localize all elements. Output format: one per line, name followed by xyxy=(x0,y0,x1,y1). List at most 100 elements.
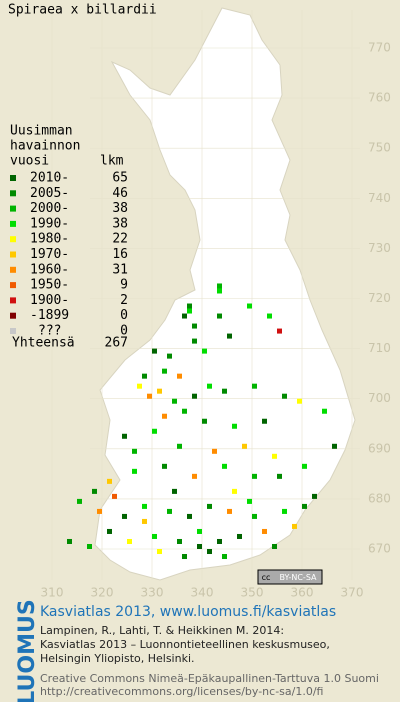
occurrence-square xyxy=(267,313,272,319)
occurrence-square xyxy=(152,428,157,434)
occurrence-square xyxy=(252,473,257,479)
occurrence-square xyxy=(277,328,282,334)
occurrence-square xyxy=(157,388,162,394)
legend-count: 46 xyxy=(112,186,128,201)
legend-label: -1899 xyxy=(30,308,69,323)
occurrence-square xyxy=(247,303,252,309)
occurrence-square xyxy=(187,303,192,309)
occurrence-square xyxy=(187,308,192,314)
occurrence-square xyxy=(157,549,162,555)
x-tick-label: 350 xyxy=(241,586,264,600)
occurrence-square xyxy=(207,503,212,509)
occurrence-square xyxy=(202,348,207,354)
badge-cc: cc xyxy=(262,573,271,582)
occurrence-square xyxy=(252,383,257,389)
occurrence-square xyxy=(67,538,72,544)
occurrence-square xyxy=(237,533,242,539)
legend-header: vuosi xyxy=(10,154,49,169)
legend-label: 1970- xyxy=(30,247,69,262)
x-tick-label: 370 xyxy=(341,586,364,600)
occurrence-square xyxy=(277,473,282,479)
occurrence-square xyxy=(182,554,187,560)
legend-label: 1960- xyxy=(30,262,69,277)
map-title: Spiraea x billardii xyxy=(8,3,157,18)
occurrence-square xyxy=(187,513,192,519)
legend-label: ??? xyxy=(38,324,61,339)
occurrence-square xyxy=(297,398,302,404)
occurrence-square xyxy=(107,528,112,534)
legend-count: 0 xyxy=(120,324,128,339)
occurrence-square xyxy=(172,398,177,404)
occurrence-square xyxy=(177,443,182,449)
occurrence-square xyxy=(302,503,307,509)
legend-count-header: lkm xyxy=(100,154,124,169)
occurrence-square xyxy=(152,348,157,354)
legend-swatch xyxy=(10,297,16,304)
occurrence-square xyxy=(227,333,232,339)
occurrence-square xyxy=(262,528,267,534)
grid xyxy=(51,10,360,580)
legend-label: 1990- xyxy=(30,216,69,231)
legend-label: 1900- xyxy=(30,293,69,308)
y-tick-label: 710 xyxy=(368,341,391,355)
y-tick-label: 760 xyxy=(368,91,391,105)
legend-total-label: Yhteensä xyxy=(12,336,75,351)
occurrence-square xyxy=(87,543,92,549)
badge-text: BY-NC-SA xyxy=(279,573,317,582)
legend-label: 2005- xyxy=(30,186,69,201)
occurrence-square xyxy=(182,313,187,319)
y-tick-label: 740 xyxy=(368,191,391,205)
occurrence-square xyxy=(197,528,202,534)
legend-label: 2000- xyxy=(30,201,69,216)
occurrence-square xyxy=(232,423,237,429)
occurrence-square xyxy=(162,368,167,374)
occurrence-square xyxy=(232,488,237,494)
legend-swatch xyxy=(10,312,16,319)
legend-total: 267 xyxy=(105,336,128,351)
occurrence-square xyxy=(247,498,252,504)
occurrence-square xyxy=(177,373,182,379)
occurrence-square xyxy=(132,468,137,474)
y-tick-label: 720 xyxy=(368,291,391,305)
legend-count: 16 xyxy=(112,247,128,262)
legend: Uusimman havainnon vuosi lkm Yhteensä 26… xyxy=(10,124,128,351)
citation-line: Helsingin Yliopisto, Helsinki. xyxy=(40,652,195,665)
occurrence-square xyxy=(192,338,197,344)
occurrence-square xyxy=(132,448,137,454)
occurrence-square xyxy=(282,508,287,514)
occurrence-square xyxy=(222,463,227,469)
y-tick-label: 680 xyxy=(368,491,391,505)
occurrence-square xyxy=(207,383,212,389)
legend-header: Uusimman xyxy=(10,124,73,139)
occurrence-square xyxy=(212,448,217,454)
occurrence-square xyxy=(227,508,232,514)
legend-swatch xyxy=(10,220,16,227)
y-tick-label: 670 xyxy=(368,542,391,556)
legend-label: 2010- xyxy=(30,171,69,186)
legend-swatch xyxy=(10,328,16,334)
occurrence-square xyxy=(262,418,267,424)
legend-swatch xyxy=(10,236,16,243)
occurrence-square xyxy=(107,478,112,484)
y-tick-label: 730 xyxy=(368,241,391,255)
legend-count: 22 xyxy=(112,232,128,247)
occurrence-square xyxy=(222,388,227,394)
occurrence-square xyxy=(162,413,167,419)
occurrence-square xyxy=(122,513,127,519)
y-tick-label: 700 xyxy=(368,391,391,405)
legend-swatch xyxy=(10,282,16,289)
x-tick-label: 360 xyxy=(291,586,314,600)
occurrence-square xyxy=(147,393,152,399)
occurrence-square xyxy=(192,393,197,399)
footer-heading: Kasviatlas 2013, www.luomus.fi/kasviatla… xyxy=(40,604,336,620)
legend-count: 2 xyxy=(120,293,128,308)
occurrence-square xyxy=(127,538,132,544)
legend-swatch xyxy=(10,266,16,273)
legend-count: 65 xyxy=(112,171,128,186)
luomus-logo: LUOMUS xyxy=(15,599,40,702)
license-badge: cc BY-NC-SA xyxy=(257,569,323,585)
legend-swatch xyxy=(10,175,16,181)
occurrence-square xyxy=(207,549,212,555)
legend-label: 1950- xyxy=(30,278,69,293)
